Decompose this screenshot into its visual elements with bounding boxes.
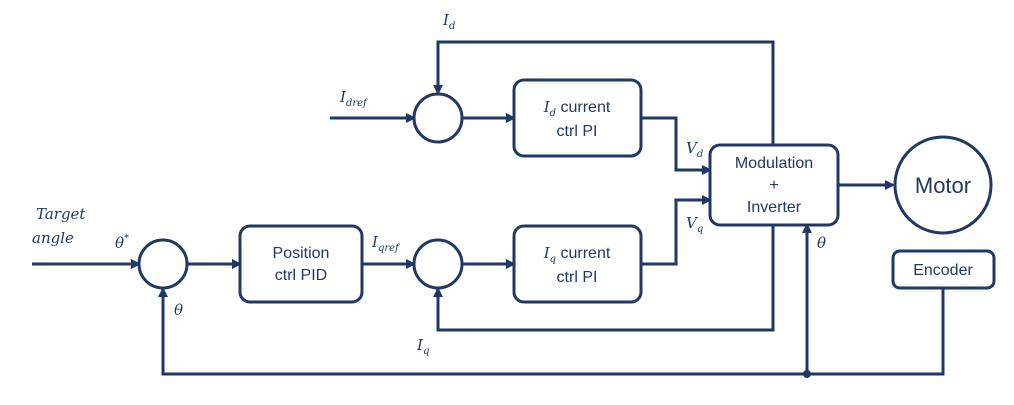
iq-current-ctrl-block: [512, 224, 643, 304]
position-ctrl-line2: ctrl PID: [275, 267, 327, 284]
junction-dot: [803, 370, 811, 378]
id-current-ctrl-block: [512, 78, 643, 158]
theta-feedback-wire: [158, 287, 945, 376]
sum-junction-iq: [412, 238, 464, 290]
theta-modulation-label: θ: [817, 234, 826, 252]
target-angle-line2: angle: [32, 229, 74, 247]
id-feedback-wire: [433, 40, 775, 145]
vd-label: Vd: [686, 139, 703, 160]
iq-feedback-wire: [433, 224, 775, 332]
modulation-inverter-block: [708, 143, 840, 227]
vq-wire: [641, 195, 712, 266]
theta-feedback-label: θ: [174, 301, 183, 319]
signal-wires: [32, 40, 945, 378]
modulation-line2: +: [769, 177, 778, 194]
sum-junction-position: [137, 238, 189, 290]
theta-star-label: θ*: [115, 233, 129, 252]
modulation-line3: Inverter: [747, 199, 802, 216]
id-feedback-label: Id: [442, 11, 455, 32]
idref-label: Idref: [339, 88, 369, 109]
vq-label: Vq: [686, 214, 703, 235]
iqref-label: Iqref: [371, 233, 401, 254]
iq-ctrl-line1: Iq current: [543, 244, 611, 265]
motor-block: [893, 135, 993, 235]
id-ctrl-line1: Id current: [543, 98, 611, 119]
target-angle-line1: Target: [36, 205, 86, 223]
position-ctrl-line1: Position: [273, 245, 330, 262]
id-ctrl-line2: ctrl PI: [557, 123, 598, 140]
sum-junction-id: [412, 92, 464, 144]
encoder-block: [891, 249, 996, 290]
encoder-label: Encoder: [913, 262, 973, 279]
iq-feedback-label: Iq: [416, 336, 429, 357]
iq-ctrl-line2: ctrl PI: [557, 269, 598, 286]
modulation-line1: Modulation: [735, 155, 813, 172]
position-ctrl-block: [238, 224, 364, 304]
motor-label: Motor: [915, 173, 971, 198]
vd-wire: [641, 116, 712, 175]
